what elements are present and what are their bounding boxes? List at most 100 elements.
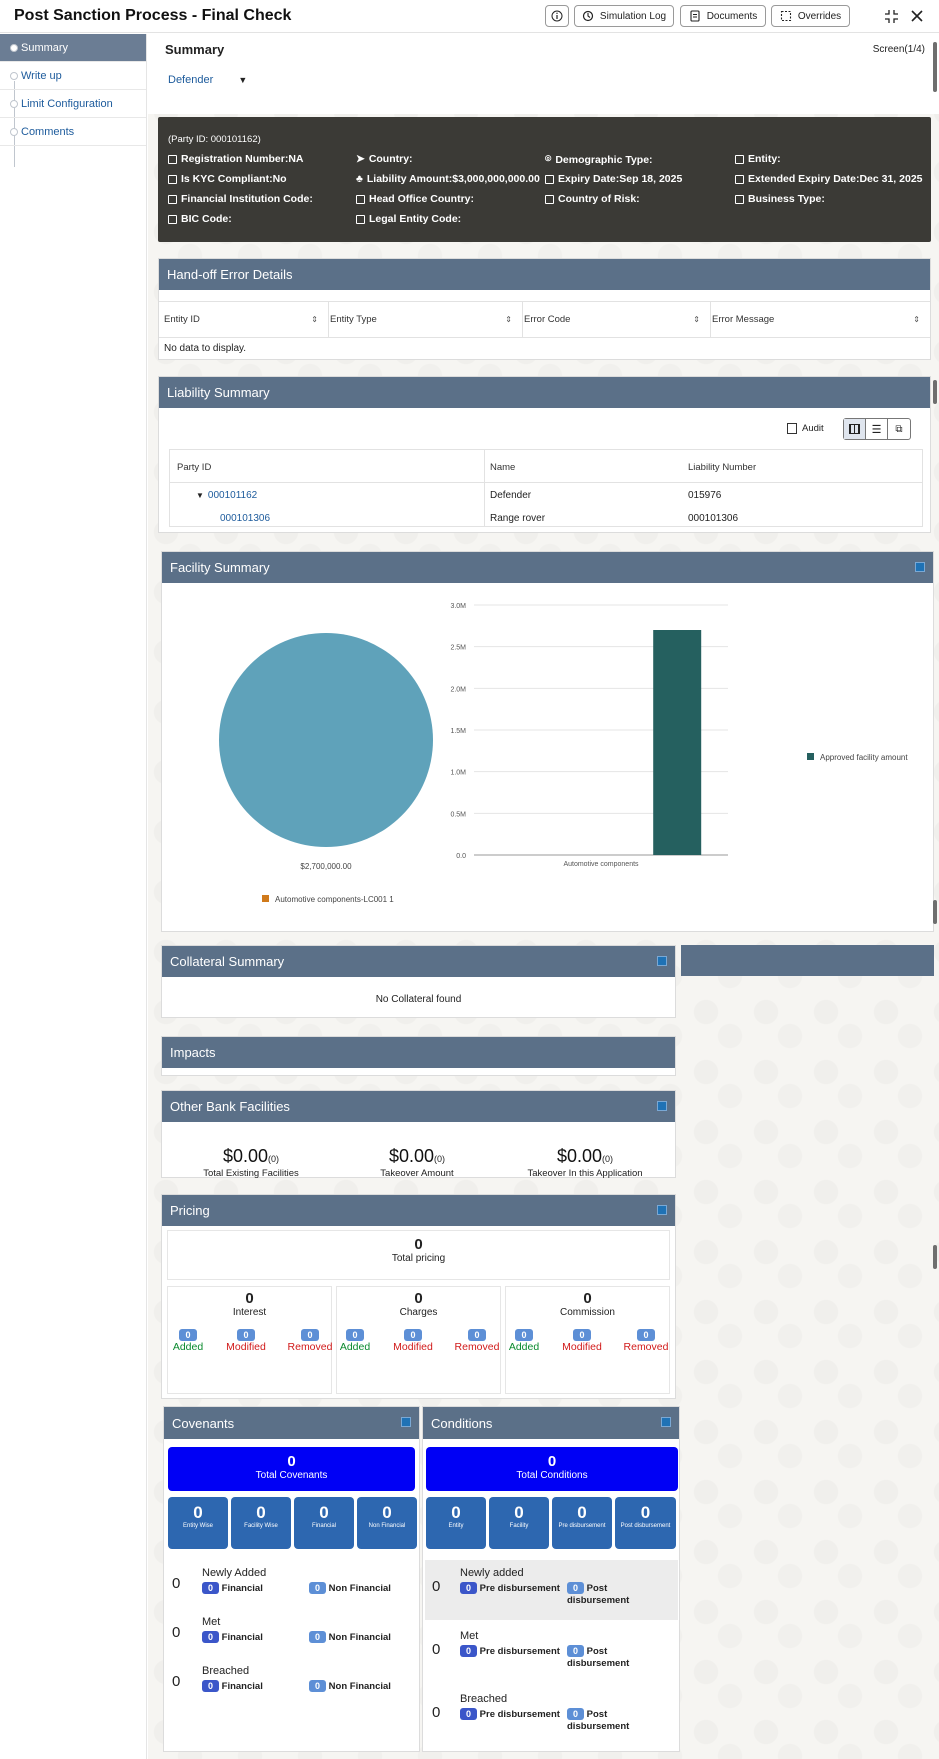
step-dot-icon	[10, 72, 18, 80]
entity-icon	[735, 154, 744, 164]
y-tick-label: 1.0M	[450, 770, 466, 777]
total-conditions[interactable]: 0 Total Conditions	[426, 1447, 678, 1491]
risk-icon	[545, 194, 554, 204]
documents-label: Documents	[706, 10, 758, 22]
scrollbar-marker	[933, 900, 937, 924]
column-header[interactable]: Error Message ⇕	[712, 313, 920, 325]
panel-menu-icon[interactable]	[657, 1101, 667, 1111]
sidebar-item-label: Write up	[21, 70, 62, 82]
facility-tile[interactable]: 0 Facility	[489, 1497, 549, 1549]
pricing-panel: Pricing 0 Total pricing 0 Interest 0 Adde…	[161, 1194, 676, 1399]
screen-indicator: Screen(1/4)	[872, 44, 925, 55]
registration-field: Registration Number:NA	[168, 153, 304, 165]
total-covenants[interactable]: 0 Total Covenants	[168, 1447, 415, 1491]
column-header[interactable]: Error Code ⇕	[524, 301, 711, 337]
column-header[interactable]: Party ID	[177, 462, 212, 473]
sort-icon: ⇕	[913, 314, 920, 324]
overrides-button[interactable]: Overrides	[771, 5, 850, 27]
panel-header: Hand-off Error Details	[159, 259, 930, 290]
row-name: Range rover	[490, 513, 546, 524]
party-selector[interactable]: Defender ▼	[168, 74, 247, 86]
section-title: Summary	[165, 42, 225, 57]
column-header[interactable]: Liability Number	[688, 462, 757, 473]
row-name: Defender	[490, 490, 532, 501]
office-icon	[356, 194, 365, 204]
money-icon: ♣	[356, 173, 363, 185]
panel-menu-icon[interactable]	[915, 562, 925, 572]
extended-expiry-field: Extended Expiry Date:Dec 31, 2025	[735, 173, 923, 185]
info-button[interactable]	[545, 5, 569, 27]
expand-caret-icon[interactable]: ▼	[196, 491, 204, 500]
takeover-in-application: $0.00(0) Takeover In this Application	[527, 1146, 643, 1179]
tree-view-icon[interactable]: ⧉	[895, 423, 903, 435]
party-selector-value: Defender	[168, 74, 214, 86]
scrollbar-thumb[interactable]	[933, 42, 937, 92]
documents-button[interactable]: Documents	[680, 5, 766, 27]
column-header[interactable]: Entity Type ⇕	[330, 301, 523, 337]
table-row[interactable]: ▼ 000101162	[196, 490, 257, 501]
panel-title: Conditions	[431, 1415, 493, 1431]
table-view-icon[interactable]	[844, 419, 866, 439]
covenant-row-newly-added: 0 Newly Added 0 Financial 0 Non Financia…	[172, 1567, 391, 1594]
pie-slice[interactable]	[219, 633, 433, 847]
entity-tile[interactable]: 0 Entity	[426, 1497, 486, 1549]
collateral-summary-panel: Collateral Summary No Collateral found	[161, 945, 676, 1018]
bar-legend-label: Approved facility amount	[820, 753, 908, 762]
party-info-card: (Party ID: 000101162) Registration Numbe…	[158, 117, 931, 242]
covenant-row-met: 0 Met 0 Financial 0 Non Financial	[172, 1616, 391, 1643]
pricing-interest: 0 Interest 0 Added 0 Modified 0 Removed	[167, 1286, 332, 1394]
facility-wise-tile[interactable]: 0 Facility Wise	[231, 1497, 291, 1549]
panel-title: Pricing	[170, 1203, 210, 1218]
sort-icon: ⇕	[693, 314, 700, 324]
step-dot-icon	[10, 128, 18, 136]
collapse-icon[interactable]	[884, 9, 899, 24]
audit-button[interactable]: Audit	[787, 423, 824, 434]
simulation-log-label: Simulation Log	[599, 10, 667, 22]
party-id-link[interactable]: 000101306	[220, 513, 271, 524]
panel-header: Collateral Summary	[162, 946, 675, 977]
simulation-log-button[interactable]: Simulation Log	[574, 5, 674, 27]
party-id: (Party ID: 000101162)	[168, 134, 261, 145]
pre-disbursement-tile[interactable]: 0 Pre disbursement	[552, 1497, 612, 1549]
financial-tile[interactable]: 0 Financial	[294, 1497, 354, 1549]
list-view-icon[interactable]: ☰	[866, 419, 888, 439]
post-disbursement-tile[interactable]: 0 Post disbursement	[615, 1497, 676, 1549]
panel-title: Other Bank Facilities	[170, 1099, 290, 1114]
other-bank-facilities-panel: Other Bank Facilities $0.00(0) Total Exi…	[161, 1090, 676, 1179]
facility-summary-panel: Facility Summary $2,700,000.00 Automotiv…	[161, 551, 934, 932]
sort-icon: ⇕	[505, 314, 512, 324]
panel-menu-icon[interactable]	[661, 1417, 671, 1427]
panel-menu-icon[interactable]	[657, 956, 667, 966]
audit-label: Audit	[802, 423, 824, 434]
nav-connector	[14, 81, 15, 167]
panel-menu-icon[interactable]	[401, 1417, 411, 1427]
sidebar-item-limit-configuration[interactable]: Limit Configuration	[0, 90, 146, 118]
panel-menu-icon[interactable]	[657, 1205, 667, 1215]
condition-row-newly-added: 0 Newly added 0 Pre disbursement 0 Post …	[425, 1560, 678, 1620]
column-header[interactable]: Name	[490, 462, 516, 473]
y-tick-label: 0.0	[456, 853, 466, 860]
panel-header: Pricing	[162, 1195, 675, 1226]
pricing-charges: 0 Charges 0 Added 0 Modified 0 Removed	[336, 1286, 501, 1394]
sidebar: Summary Write up Limit Configuration Com…	[0, 34, 147, 1759]
close-icon[interactable]	[910, 9, 924, 23]
step-dot-icon	[10, 44, 18, 52]
head-office-field: Head Office Country:	[356, 193, 474, 205]
sidebar-item-summary[interactable]: Summary	[0, 34, 146, 62]
y-tick-label: 0.5M	[450, 811, 466, 818]
fi-code-field: Financial Institution Code:	[168, 193, 313, 205]
entity-wise-tile[interactable]: 0 Entity Wise	[168, 1497, 228, 1549]
party-id-link[interactable]: 000101162	[207, 490, 258, 501]
non-financial-tile[interactable]: 0 Non Financial	[357, 1497, 417, 1549]
sidebar-item-write-up[interactable]: Write up	[0, 62, 146, 90]
sidebar-item-comments[interactable]: Comments	[0, 118, 146, 146]
column-header[interactable]: Entity ID ⇕	[164, 301, 329, 337]
sidebar-item-label: Summary	[21, 42, 69, 54]
info-icon	[551, 10, 563, 22]
calendar-icon	[735, 174, 744, 184]
row-liability-number: 000101306	[688, 513, 739, 524]
bar-approved-facility-amount[interactable]	[653, 630, 702, 855]
panel-title: Facility Summary	[170, 560, 270, 575]
panel-header: Liability Summary	[159, 377, 930, 408]
caret-down-icon: ▼	[238, 75, 248, 85]
